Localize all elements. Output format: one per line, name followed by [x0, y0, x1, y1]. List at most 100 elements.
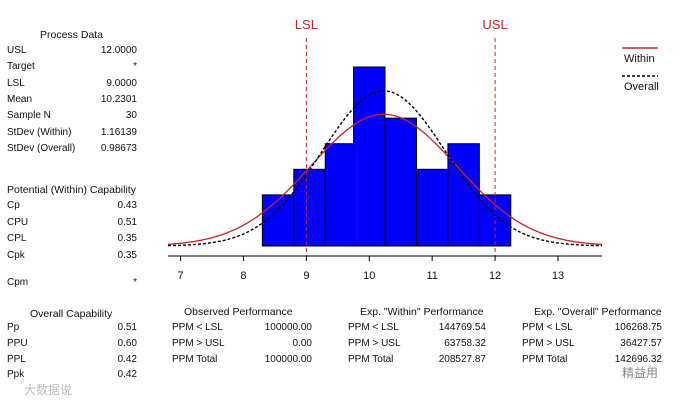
row-label: PPM Total — [348, 354, 394, 365]
overall-row: PPU 0.60 — [7, 338, 137, 352]
performance-title: Exp. "Overall" Performance — [534, 306, 662, 318]
performance-row: PPM < LSL 100000.00 — [172, 322, 312, 336]
row-label: StDev (Within) — [7, 126, 72, 138]
row-value: 0.51 — [117, 216, 137, 228]
row-value: 0.51 — [117, 322, 137, 333]
x-tick-label: 11 — [426, 270, 437, 282]
row-value: 100000.00 — [264, 322, 312, 333]
potential-capability-title: Potential (Within) Capability — [7, 184, 136, 196]
row-value: 0.43 — [117, 200, 137, 211]
row-value: 106268.75 — [614, 322, 662, 333]
overall-capability-title: Overall Capability — [30, 308, 113, 320]
performance-row: PPM < LSL 106268.75 — [522, 322, 662, 336]
row-value: 0.42 — [117, 369, 137, 381]
watermark-left: 大数据说 — [24, 383, 73, 397]
histogram-bar — [293, 168, 326, 247]
row-label: PPM < LSL — [348, 322, 399, 333]
potential-row: Cpm * — [7, 277, 137, 291]
row-label: Target — [7, 61, 35, 73]
overall-row: Pp 0.51 — [7, 322, 137, 336]
process-row: StDev (Within) 1.16139 — [7, 127, 137, 141]
process-row: Sample N 30 — [7, 110, 137, 124]
row-value: 0.42 — [117, 353, 137, 365]
potential-row: Cpk 0.35 — [7, 250, 137, 264]
row-value: * — [133, 277, 137, 288]
row-value: 30 — [125, 110, 137, 122]
process-row: Mean 10.2301 — [7, 94, 137, 108]
curve-within — [167, 113, 603, 246]
row-value: 0.00 — [292, 338, 312, 349]
row-value: 0.35 — [117, 233, 137, 244]
watermark-right: 精益用 — [622, 366, 659, 380]
row-value: 208527.87 — [438, 354, 486, 365]
spec-limit-label: LSL — [295, 17, 318, 32]
row-label: PPM < LSL — [522, 322, 573, 333]
legend-label: Overall — [624, 81, 659, 93]
row-label: PPU — [7, 337, 28, 349]
row-label: CPL — [7, 233, 27, 244]
x-tick-label: 12 — [489, 270, 501, 282]
row-label: USL — [7, 45, 27, 56]
legend-label: Within — [624, 53, 655, 65]
histogram-bar — [324, 143, 355, 247]
performance-row: PPM Total 208527.87 — [348, 354, 486, 368]
process-row: USL 12.0000 — [7, 45, 137, 59]
x-tick-label: 10 — [363, 270, 375, 282]
row-label: PPM < LSL — [172, 322, 223, 333]
overall-row: Ppk 0.42 — [7, 369, 137, 383]
row-label: Cpk — [7, 249, 25, 261]
row-value: 142696.32 — [614, 354, 662, 365]
row-value: 0.35 — [117, 249, 137, 261]
row-label: Mean — [7, 93, 33, 105]
x-tick-label: 13 — [552, 270, 564, 282]
row-label: PPM Total — [522, 354, 568, 365]
x-tick-label: 8 — [240, 270, 246, 282]
performance-row: PPM > USL 63758.32 — [348, 338, 486, 352]
histogram-bar — [447, 143, 480, 247]
overall-row: PPL 0.42 — [7, 354, 137, 368]
histogram-bar — [384, 117, 417, 247]
row-value: 10.2301 — [100, 93, 137, 105]
row-label: Cp — [7, 200, 20, 211]
process-row: StDev (Overall) 0.98673 — [7, 143, 137, 157]
row-value: 9.0000 — [106, 77, 137, 89]
capability-histogram-chart: LSL USL 7 8 9 10 11 12 13 Within Overall — [167, 17, 659, 282]
row-value: 12.0000 — [100, 45, 137, 56]
process-row: LSL 9.0000 — [7, 78, 137, 92]
process-data-title: Process Data — [40, 29, 104, 41]
curve-overall — [168, 90, 603, 247]
row-label: Sample N — [7, 110, 51, 122]
spec-limit-label: USL — [482, 17, 507, 32]
row-value: 36427.57 — [620, 338, 662, 349]
row-label: PPM > USL — [172, 338, 225, 349]
row-label: Pp — [7, 322, 20, 333]
row-label: LSL — [7, 77, 25, 89]
x-tick-label: 7 — [178, 270, 184, 282]
row-label: CPU — [7, 216, 29, 228]
row-value: 1.16139 — [100, 126, 137, 138]
row-label: PPM Total — [172, 354, 218, 365]
row-value: 0.60 — [117, 337, 137, 349]
performance-title: Exp. "Within" Performance — [360, 306, 484, 318]
potential-row: CPU 0.51 — [7, 217, 137, 231]
performance-row: PPM Total 142696.32 — [522, 354, 662, 368]
performance-title: Observed Performance — [184, 306, 293, 318]
histogram-bar — [261, 194, 295, 247]
row-value: 0.98673 — [100, 142, 137, 154]
row-value: 100000.00 — [264, 354, 312, 365]
row-label: PPM > USL — [348, 338, 401, 349]
row-label: Ppk — [7, 369, 25, 381]
histogram-bar — [353, 66, 386, 247]
performance-row: PPM > USL 36427.57 — [522, 338, 662, 352]
row-label: Cpm — [7, 277, 29, 288]
potential-row: CPL 0.35 — [7, 233, 137, 247]
histogram-bar — [415, 168, 449, 247]
process-row: Target * — [7, 61, 137, 75]
x-tick-label: 9 — [303, 270, 309, 282]
performance-row: PPM > USL 0.00 — [172, 338, 312, 352]
potential-row: Cp 0.43 — [7, 200, 137, 214]
performance-row: PPM Total 100000.00 — [172, 354, 312, 368]
row-value: 63758.32 — [444, 338, 486, 349]
performance-row: PPM < LSL 144769.54 — [348, 322, 486, 336]
row-label: PPM > USL — [522, 338, 575, 349]
